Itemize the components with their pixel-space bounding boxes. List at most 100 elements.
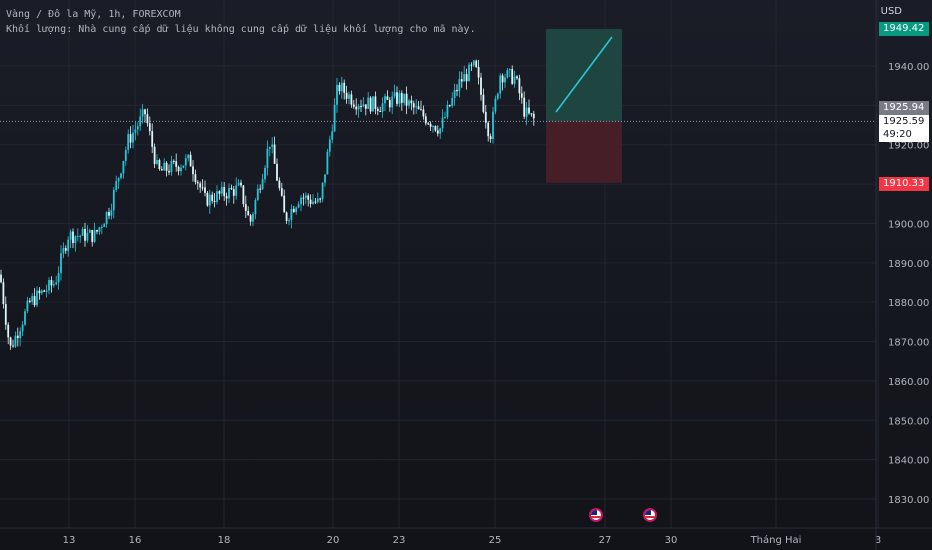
- candle-body: [79, 235, 82, 237]
- candle-body: [228, 187, 230, 199]
- candle-body: [129, 134, 132, 143]
- x-tick-label: Tháng Hai: [750, 534, 802, 546]
- candle-body: [405, 93, 408, 106]
- candle-body: [52, 284, 55, 286]
- candle-body: [324, 174, 326, 183]
- candle-body: [120, 173, 122, 178]
- candle-body: [160, 168, 163, 171]
- candle-body: [496, 93, 499, 99]
- candle-body: [2, 282, 5, 305]
- x-tick-label: 23: [393, 535, 406, 546]
- target-price-tag: 1949.42: [879, 22, 929, 36]
- candle-body: [50, 280, 53, 286]
- candle-body: [400, 93, 403, 103]
- candle-body: [196, 182, 199, 184]
- candle-body: [103, 224, 106, 228]
- candle-body: [105, 212, 108, 225]
- candle-body: [76, 235, 79, 237]
- candle-body: [295, 207, 298, 213]
- candle-body: [506, 69, 509, 78]
- candle-body: [115, 181, 118, 190]
- candle-body: [91, 230, 94, 242]
- candle-body: [290, 208, 293, 221]
- candle-body: [134, 129, 137, 133]
- x-tick-label: 13: [63, 535, 76, 546]
- candle-body: [28, 300, 31, 302]
- candle-body: [424, 116, 427, 124]
- candle-body: [216, 191, 218, 202]
- candle-body: [460, 79, 463, 82]
- candle-body: [528, 107, 530, 114]
- candle-body: [388, 99, 391, 108]
- candle-body: [463, 74, 466, 82]
- candle-body: [199, 183, 202, 188]
- candle-body: [165, 162, 168, 171]
- candle-body: [249, 215, 252, 222]
- candle-body: [362, 104, 365, 107]
- candle-body: [516, 76, 518, 79]
- candle-body: [501, 75, 504, 83]
- us-flag-event-icon[interactable]: [589, 508, 603, 522]
- candle-body: [292, 208, 295, 213]
- y-tick-label: 1890.00: [888, 259, 929, 270]
- candle-body: [525, 107, 528, 117]
- candle-body: [14, 335, 17, 347]
- candle-body: [141, 109, 144, 117]
- candle-body: [237, 182, 240, 186]
- candle-body: [38, 290, 41, 294]
- candle-body: [98, 227, 101, 232]
- candle-body: [434, 125, 437, 131]
- candle-body: [96, 230, 98, 232]
- candle-body: [304, 195, 307, 198]
- candle-body: [391, 96, 394, 108]
- candle-body: [194, 174, 197, 183]
- candle-body: [446, 105, 449, 118]
- us-flag-event-icon[interactable]: [643, 508, 657, 522]
- candle-body: [489, 136, 492, 140]
- candle-body: [220, 186, 223, 194]
- entry-price-tag: 1925.94: [879, 101, 929, 115]
- y-tick-label: 1940.00: [888, 62, 929, 73]
- candle-body: [180, 167, 182, 172]
- candle-body: [453, 89, 456, 99]
- candle-body: [24, 311, 26, 325]
- candle-body: [475, 60, 478, 67]
- candle-body: [451, 98, 454, 107]
- candle-body: [273, 144, 276, 164]
- candle-body: [86, 232, 89, 241]
- candle-body: [369, 97, 372, 112]
- candle-body: [64, 248, 67, 251]
- candle-body: [422, 109, 425, 117]
- projection-line: [555, 36, 613, 113]
- candle-body: [316, 198, 319, 203]
- candle-body: [309, 199, 312, 204]
- candle-body: [468, 64, 470, 82]
- candle-body: [72, 231, 74, 244]
- y-tick-label: 1920.00: [888, 141, 929, 152]
- candle-body: [240, 182, 242, 186]
- candle-body: [235, 185, 238, 196]
- candle-body: [9, 337, 12, 346]
- candle-body: [321, 182, 324, 199]
- x-tick-label: 25: [489, 535, 502, 546]
- candle-body: [307, 195, 310, 200]
- candle-body: [175, 161, 178, 167]
- candle-body: [319, 198, 322, 200]
- candle-body: [36, 290, 38, 306]
- candle-body: [69, 231, 72, 240]
- candle-body: [230, 187, 233, 190]
- candle-body: [19, 331, 22, 339]
- candle-body: [156, 160, 158, 164]
- candle-body: [280, 188, 283, 196]
- candle-body: [417, 106, 420, 110]
- candle-body: [492, 111, 494, 140]
- candle-body: [225, 195, 228, 199]
- x-tick-label: 20: [327, 535, 340, 546]
- candle-body: [153, 146, 156, 164]
- candle-body: [312, 201, 314, 204]
- candle-body: [261, 179, 264, 190]
- candle-body: [139, 116, 142, 127]
- candle-body: [206, 192, 209, 206]
